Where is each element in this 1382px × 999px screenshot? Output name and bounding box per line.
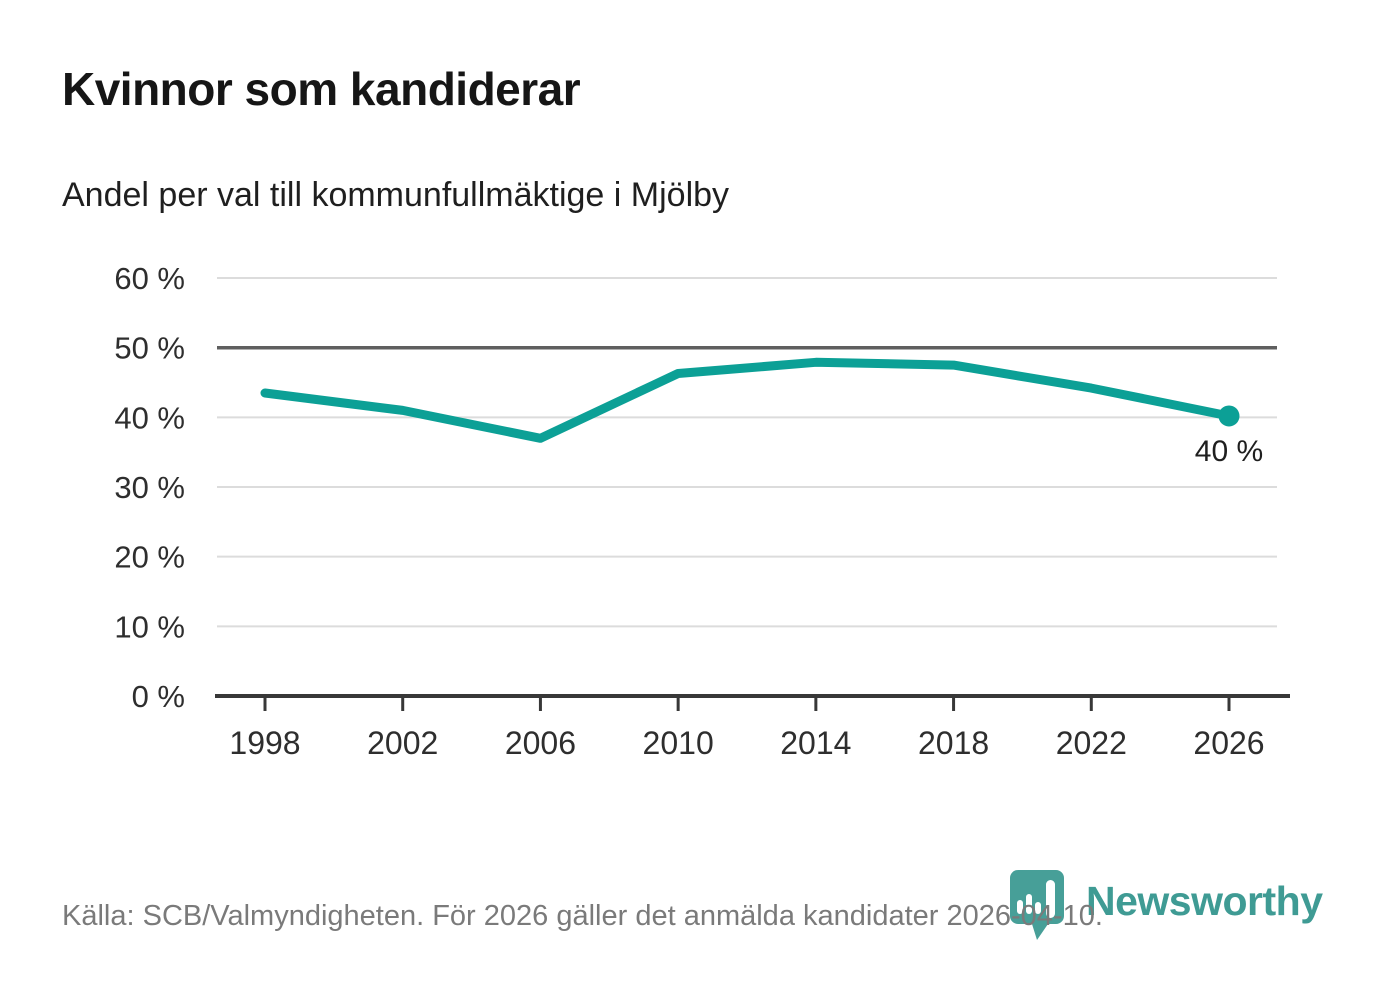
- line-chart: 0 % 10 % 20 % 30 % 40 % 50 % 60 % 1998 2002 2006 2…: [0, 250, 1382, 790]
- gridlines-layer: [217, 277, 1277, 628]
- axis-labels-layer: 0 % 10 % 20 % 30 % 40 % 50 % 60 % 1998 2002 2006 2…: [114, 261, 1264, 761]
- annotation-layer: 40 %: [1195, 405, 1263, 468]
- x-tick-label: 1998: [229, 725, 300, 761]
- x-tick-label: 2010: [643, 725, 714, 761]
- x-tick-label: 2018: [918, 725, 989, 761]
- x-tick-label: 2002: [367, 725, 438, 761]
- end-point-label: 40 %: [1195, 435, 1263, 468]
- newsworthy-speech-bubble-barchart-icon: [1010, 870, 1064, 940]
- source-note: Källa: SCB/Valmyndigheten. För 2026 gäll…: [62, 900, 1103, 932]
- data-line: [260, 357, 1234, 443]
- y-tick-label: 0 %: [132, 679, 185, 714]
- end-point-marker: [1218, 405, 1240, 427]
- chart-svg: 0 % 10 % 20 % 30 % 40 % 50 % 60 % 1998 2002 2006 2…: [114, 261, 1290, 761]
- axis-layer: [215, 694, 1290, 711]
- y-tick-label: 40 %: [114, 400, 185, 435]
- x-tick-label: 2014: [780, 725, 851, 761]
- data-line-layer: [260, 357, 1234, 443]
- newsworthy-wordmark: Newsworthy: [1086, 878, 1323, 924]
- x-tick-label: 2026: [1193, 725, 1264, 761]
- chart-subtitle: Andel per val till kommunfullmäktige i M…: [62, 176, 730, 214]
- y-tick-label: 10 %: [114, 609, 185, 644]
- x-tick-label: 2022: [1056, 725, 1127, 761]
- y-tick-label: 20 %: [114, 540, 185, 575]
- newsworthy-logo: Newsworthy: [1008, 868, 1323, 952]
- chart-title: Kvinnor som kandiderar: [62, 63, 581, 115]
- x-tick-label: 2006: [505, 725, 576, 761]
- y-tick-label: 50 %: [114, 331, 185, 366]
- y-tick-label: 60 %: [114, 261, 185, 296]
- y-tick-label: 30 %: [114, 470, 185, 505]
